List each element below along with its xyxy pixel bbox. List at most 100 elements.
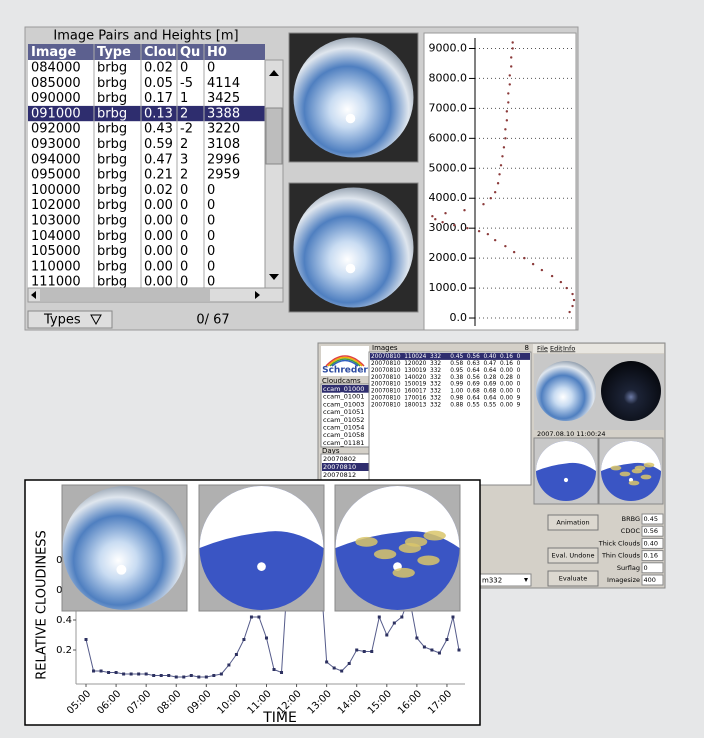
table-cell: brbg bbox=[97, 137, 127, 152]
table-cell: 2959 bbox=[207, 168, 240, 183]
y-tick-label: 1000.0 bbox=[429, 281, 468, 294]
button-label: Evaluate bbox=[559, 575, 587, 583]
menu-item[interactable]: File bbox=[537, 345, 548, 353]
profile-point bbox=[571, 292, 574, 296]
dropdown-value: m332 bbox=[482, 577, 502, 585]
image-item[interactable]: 20070810 140020 332 0.38 0.56 0.28 0.28 … bbox=[371, 375, 521, 381]
table-cell: 3108 bbox=[207, 137, 240, 152]
y-tick-label: 8000.0 bbox=[429, 71, 468, 84]
cloudcam-item[interactable]: ccam_01051 bbox=[323, 408, 364, 416]
image-item[interactable]: 20070810 180013 332 0.88 0.55 0.55 0.00 … bbox=[371, 402, 521, 408]
day-item[interactable]: 20070810 bbox=[323, 463, 356, 471]
image-item[interactable]: 20070810 110024 332 0.45 0.56 0.40 0.16 … bbox=[371, 354, 521, 360]
table-cell: 094000 bbox=[31, 152, 81, 167]
data-point bbox=[422, 645, 426, 649]
table-cell: 0 bbox=[180, 61, 188, 76]
day-item[interactable]: 20070802 bbox=[323, 455, 356, 463]
table-cell: brbg bbox=[97, 198, 127, 213]
button[interactable] bbox=[547, 514, 599, 531]
button-label: Animation bbox=[556, 519, 589, 527]
table-cell: 0 bbox=[207, 61, 215, 76]
column-header: H0 bbox=[207, 45, 227, 60]
thin-cloud bbox=[628, 480, 640, 486]
profile-point bbox=[572, 298, 576, 302]
column-header: Type bbox=[97, 45, 131, 60]
table-cell: 0.00 bbox=[144, 229, 173, 244]
table-cell: 0.21 bbox=[144, 168, 173, 183]
table-cell: brbg bbox=[97, 183, 127, 198]
day-item[interactable]: 20070812 bbox=[323, 471, 356, 479]
data-point bbox=[144, 672, 148, 676]
menu-item[interactable]: Edit bbox=[550, 345, 563, 353]
cloudcam-item[interactable]: ccam_01052 bbox=[323, 416, 364, 424]
data-point bbox=[107, 671, 111, 674]
button-label: Eval. Undone bbox=[552, 552, 595, 560]
sun bbox=[116, 564, 127, 575]
counter: 0/ 67 bbox=[196, 313, 229, 328]
cloudcam-item[interactable]: ccam_01000 bbox=[323, 385, 364, 393]
data-point bbox=[99, 669, 103, 673]
profile-point bbox=[531, 262, 535, 266]
data-point bbox=[257, 615, 261, 619]
profile-point bbox=[511, 47, 514, 50]
data-point bbox=[362, 650, 366, 653]
profile-point bbox=[441, 220, 444, 224]
table-cell: -5 bbox=[180, 76, 193, 91]
table-cell: 0 bbox=[180, 259, 188, 274]
table-cell: 0.43 bbox=[144, 122, 173, 137]
menu-item[interactable]: Info bbox=[563, 345, 575, 353]
thin-cloud bbox=[373, 549, 397, 560]
image-item[interactable]: 20070810 130019 332 0.95 0.64 0.64 0.00 … bbox=[371, 368, 521, 374]
sun bbox=[345, 113, 356, 124]
table-cell: brbg bbox=[97, 76, 127, 91]
table-cell: 103000 bbox=[31, 214, 81, 229]
button[interactable] bbox=[547, 547, 599, 564]
cloudcam-item[interactable]: ccam_01181 bbox=[323, 439, 364, 447]
button[interactable] bbox=[547, 570, 599, 587]
table-cell: 0.00 bbox=[144, 214, 173, 229]
data-point bbox=[415, 636, 419, 640]
table-cell: 092000 bbox=[31, 122, 81, 137]
cloudcam-item[interactable]: ccam_01054 bbox=[323, 424, 364, 432]
thin-cloud bbox=[423, 530, 446, 541]
table-cell: 0 bbox=[207, 259, 215, 274]
image-item[interactable]: 20070810 170016 332 0.98 0.64 0.64 0.00 … bbox=[371, 396, 521, 402]
profile-point bbox=[508, 83, 511, 86]
table-cell: 0 bbox=[207, 183, 215, 198]
table-cell: 0.02 bbox=[144, 183, 173, 198]
image-item[interactable]: 20070810 120020 332 0.58 0.63 0.47 0.16 … bbox=[371, 361, 521, 367]
image-item[interactable]: 20070810 150019 332 0.99 0.69 0.69 0.00 … bbox=[371, 382, 521, 388]
y-tick-label: 4000.0 bbox=[429, 191, 468, 204]
cloudcam-item[interactable]: ccam_01001 bbox=[323, 393, 364, 401]
segmentation-clear bbox=[536, 441, 596, 471]
y-tick-label: 0.0 bbox=[450, 311, 468, 324]
field-box bbox=[641, 513, 664, 525]
profile-point bbox=[502, 146, 506, 149]
data-point bbox=[152, 674, 156, 677]
table-header bbox=[28, 44, 265, 60]
table-cell: 2 bbox=[180, 106, 188, 121]
y-tick-label: 0.2 bbox=[56, 645, 72, 656]
logo-arc bbox=[331, 359, 359, 367]
table-cell: 2996 bbox=[207, 152, 240, 167]
sun bbox=[257, 562, 266, 571]
profile-point bbox=[568, 310, 571, 314]
list-label: Images bbox=[372, 344, 398, 352]
y-tick-label: 7000.0 bbox=[429, 101, 468, 114]
table-cell: brbg bbox=[97, 244, 127, 259]
cloudcam-item[interactable]: ccam_01058 bbox=[323, 431, 364, 439]
image-item[interactable]: 20070810 160017 332 1.00 0.68 0.68 0.00 … bbox=[371, 389, 521, 395]
thin-cloud bbox=[392, 567, 415, 578]
data-point bbox=[92, 669, 96, 673]
profile-point bbox=[434, 217, 437, 221]
table-cell: brbg bbox=[97, 91, 127, 106]
data-point bbox=[445, 638, 449, 641]
thin-cloud bbox=[643, 462, 655, 468]
table-cell: 0.02 bbox=[144, 61, 173, 76]
table-cell: 0.05 bbox=[144, 76, 173, 91]
table-cell: 0 bbox=[207, 198, 215, 213]
cloudcam-item[interactable]: ccam_01003 bbox=[323, 400, 364, 408]
table-cell: 0 bbox=[180, 198, 188, 213]
